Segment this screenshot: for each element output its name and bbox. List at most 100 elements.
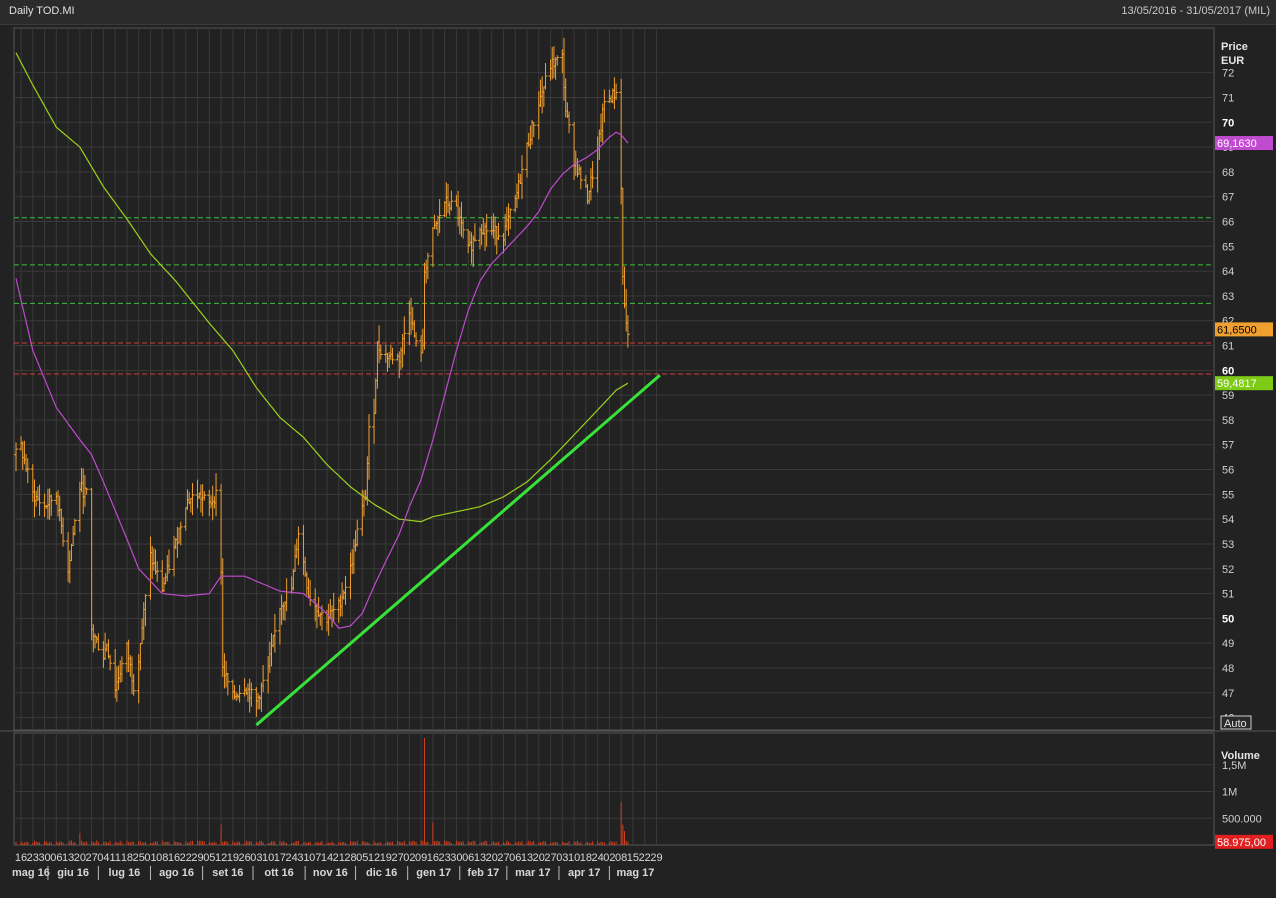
x-day-label: 26 xyxy=(238,852,250,864)
x-day-label: 02 xyxy=(403,852,415,864)
x-day-label: 29 xyxy=(650,852,662,864)
x-month-label: dic 16 xyxy=(366,867,397,879)
x-month-label: giu 16 xyxy=(57,867,89,879)
x-month-label: lug 16 xyxy=(109,867,141,879)
x-day-label: 25 xyxy=(133,852,145,864)
y-tick-label: 64 xyxy=(1222,266,1234,278)
price-axis-title: Price xyxy=(1221,41,1248,53)
y-tick-label: 54 xyxy=(1222,514,1234,526)
x-day-label: 16 xyxy=(427,852,439,864)
last-volume-badge xyxy=(1215,834,1273,849)
x-day-label: 20 xyxy=(533,852,545,864)
volume-bars xyxy=(15,738,629,845)
volume-tick-label: 1M xyxy=(1222,787,1237,799)
y-tick-label: 51 xyxy=(1222,589,1234,601)
price-axis-unit: EUR xyxy=(1221,55,1244,67)
y-tick-label: 49 xyxy=(1222,638,1234,650)
x-month-label: mar 17 xyxy=(515,867,550,879)
x-day-label: 18 xyxy=(580,852,592,864)
y-tick-label: 60 xyxy=(1222,365,1234,377)
x-day-label: 10 xyxy=(568,852,580,864)
x-month-label: nov 16 xyxy=(313,867,348,879)
x-day-label: 16 xyxy=(168,852,180,864)
trendline xyxy=(255,374,661,727)
y-tick-label: 52 xyxy=(1222,564,1234,576)
x-month-label: ott 16 xyxy=(264,867,293,879)
horizontal-levels xyxy=(14,217,1214,375)
x-day-label: 15 xyxy=(627,852,639,864)
last-value-label-sma_long: 59,4817 xyxy=(1217,378,1257,390)
sma-short-line xyxy=(15,131,629,629)
x-day-label: 04 xyxy=(97,852,109,864)
y-tick-label: 48 xyxy=(1222,663,1234,675)
x-day-label: 18 xyxy=(121,852,133,864)
x-day-label: 10 xyxy=(262,852,274,864)
x-day-label: 30 xyxy=(38,852,50,864)
last-value-badge-sma_short xyxy=(1215,136,1273,151)
x-day-label: 05 xyxy=(203,852,215,864)
x-day-label: 06 xyxy=(50,852,62,864)
x-day-label: 27 xyxy=(391,852,403,864)
last-value-label-price: 61,6500 xyxy=(1217,324,1257,336)
x-day-label: 29 xyxy=(191,852,203,864)
auto-scale-label: Auto xyxy=(1224,718,1247,730)
x-day-label: 27 xyxy=(86,852,98,864)
grid: 4647484950515253545556575859606162636465… xyxy=(0,27,1276,880)
y-tick-label: 65 xyxy=(1222,241,1234,253)
x-day-label: 30 xyxy=(450,852,462,864)
y-tick-label: 56 xyxy=(1222,465,1234,477)
x-month-label: mag 16 xyxy=(12,867,50,879)
y-tick-label: 55 xyxy=(1222,489,1234,501)
x-day-label: 05 xyxy=(356,852,368,864)
sma-long-line xyxy=(15,52,629,523)
y-tick-label: 66 xyxy=(1222,216,1234,228)
x-day-label: 07 xyxy=(309,852,321,864)
moving-averages xyxy=(15,52,629,629)
volume-panel-frame xyxy=(13,732,1215,846)
y-tick-label: 72 xyxy=(1222,68,1234,80)
y-tick-label: 53 xyxy=(1222,539,1234,551)
x-day-label: 19 xyxy=(227,852,239,864)
y-tick-label: 71 xyxy=(1222,92,1234,104)
y-tick-label: 61 xyxy=(1222,341,1234,353)
x-day-label: 21 xyxy=(333,852,345,864)
x-day-label: 13 xyxy=(62,852,74,864)
x-month-label: gen 17 xyxy=(416,867,451,879)
x-day-label: 23 xyxy=(439,852,451,864)
x-day-label: 01 xyxy=(144,852,156,864)
auto-scale-button[interactable]: Auto xyxy=(1220,715,1252,730)
x-day-label: 06 xyxy=(462,852,474,864)
x-day-label: 24 xyxy=(592,852,604,864)
x-day-label: 13 xyxy=(474,852,486,864)
x-month-label: feb 17 xyxy=(467,867,499,879)
y-tick-label: 70 xyxy=(1222,117,1234,129)
x-day-label: 24 xyxy=(286,852,298,864)
x-month-label: mag 17 xyxy=(616,867,654,879)
y-tick-label: 67 xyxy=(1222,192,1234,204)
x-month-label: ago 16 xyxy=(159,867,194,879)
x-day-label: 06 xyxy=(509,852,521,864)
x-day-label: 08 xyxy=(156,852,168,864)
x-day-label: 03 xyxy=(556,852,568,864)
x-day-label: 09 xyxy=(415,852,427,864)
last-volume-label: 58.975,00 xyxy=(1217,837,1266,849)
x-day-label: 11 xyxy=(109,852,120,864)
x-day-label: 19 xyxy=(380,852,392,864)
last-value-badge-price xyxy=(1215,322,1273,337)
x-day-label: 22 xyxy=(639,852,651,864)
volume-tick-label: 500.000 xyxy=(1222,813,1262,825)
x-day-label: 22 xyxy=(180,852,192,864)
y-tick-label: 50 xyxy=(1222,613,1234,625)
x-day-label: 03 xyxy=(250,852,262,864)
x-day-label: 20 xyxy=(486,852,498,864)
x-day-label: 08 xyxy=(615,852,627,864)
x-day-label: 13 xyxy=(521,852,533,864)
x-day-label: 17 xyxy=(274,852,286,864)
x-day-label: 12 xyxy=(215,852,227,864)
y-tick-label: 63 xyxy=(1222,291,1234,303)
y-tick-label: 57 xyxy=(1222,440,1234,452)
x-month-label: set 16 xyxy=(212,867,243,879)
trendline-layer xyxy=(255,374,661,727)
